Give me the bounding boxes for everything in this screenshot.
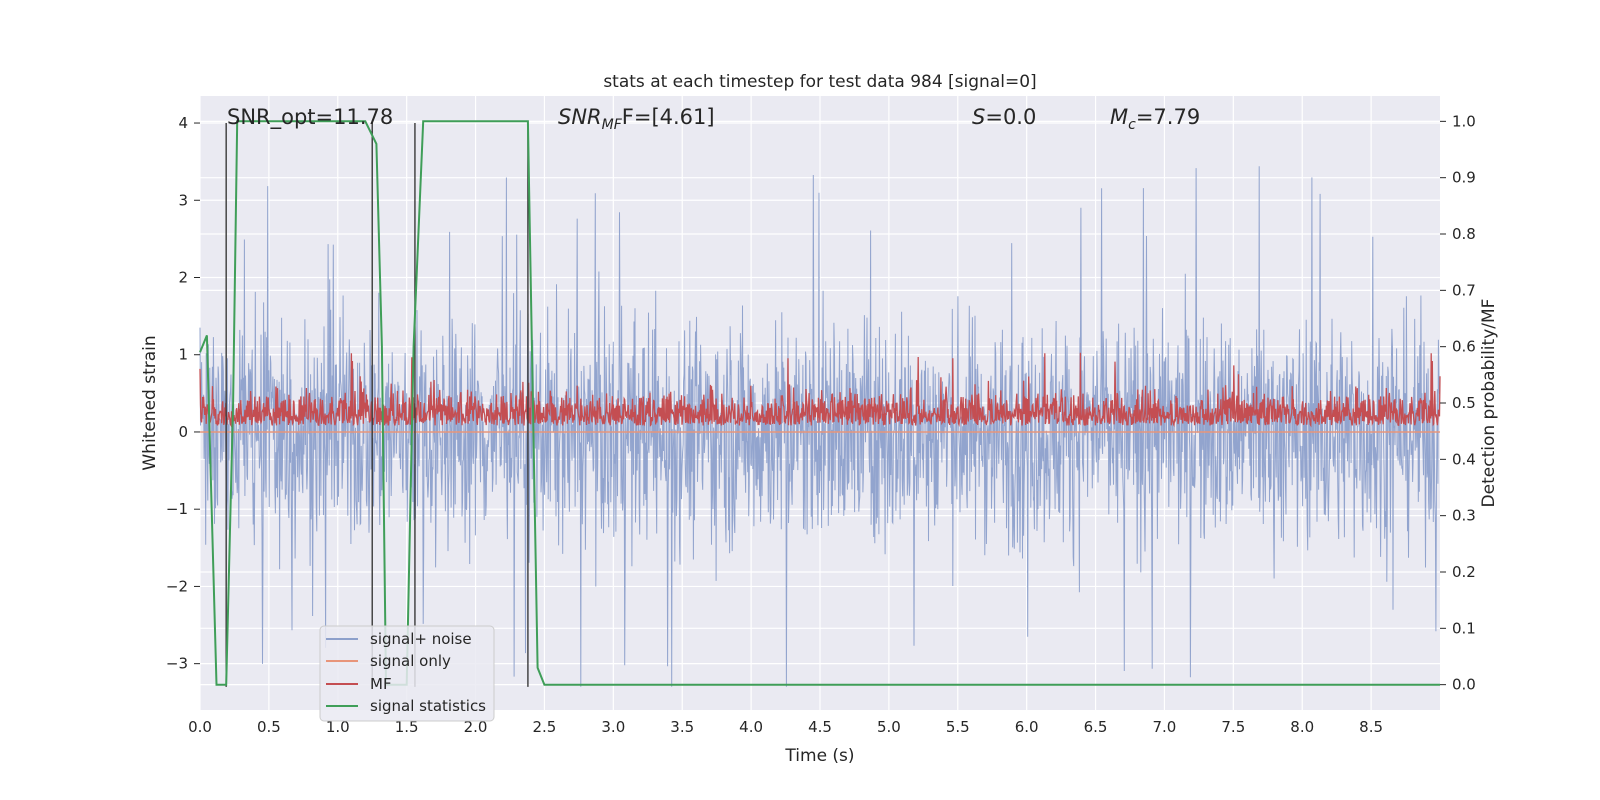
x-axis-label: Time (s) (784, 746, 854, 766)
y-right-tick-label: 0.0 (1452, 676, 1476, 694)
snr-mf-annotation: SNRMFF=[4.61] (558, 105, 715, 133)
mf-series (199, 352, 1441, 428)
y-right-tick-label: 0.8 (1452, 225, 1476, 243)
legend-label-signal-only: signal only (370, 652, 451, 670)
y-right-tick-label: 1.0 (1452, 112, 1476, 130)
legend-label-signal-noise: signal+ noise (370, 630, 472, 648)
snr-mf-subscript: MF (602, 117, 623, 133)
x-tick-label: 2.0 (464, 718, 488, 736)
x-tick-label: 5.0 (877, 718, 901, 736)
y-tick-label: −3 (166, 655, 188, 673)
y-right-tick-label: 0.5 (1452, 394, 1476, 412)
x-tick-label: 1.5 (395, 718, 419, 736)
mf-line (199, 352, 1441, 428)
x-tick-label: 4.5 (808, 718, 832, 736)
signal-noise-line (199, 166, 1441, 687)
legend-label-mf: MF (370, 675, 392, 693)
y-axis-label: Whitened strain (140, 335, 160, 470)
y-axis-label-right: Detection probability/MF (1479, 299, 1499, 508)
legend-label-signal-statistics: signal statistics (370, 697, 486, 715)
y-right-tick-label: 0.2 (1452, 563, 1476, 581)
y-right-tick-label: 0.6 (1452, 338, 1476, 356)
y-right-tick-label: 0.1 (1452, 619, 1476, 637)
legend-box (319, 625, 495, 722)
mc-value: =7.79 (1136, 105, 1200, 129)
mc-subscript: c (1128, 117, 1136, 133)
x-tick-label: 8.0 (1290, 718, 1314, 736)
mc-symbol: M (1110, 105, 1128, 129)
snr-mf-symbol: SNR (558, 105, 602, 129)
s-annotation: S=0.0 (972, 105, 1036, 129)
snr-opt-annotation: SNR_opt=11.78 (227, 105, 393, 130)
vertical-markers (225, 123, 529, 687)
x-tick-label: 2.5 (533, 718, 557, 736)
mc-annotation: Mc=7.79 (1110, 105, 1200, 133)
y-tick-label: 4 (178, 114, 188, 132)
y-tick-label: −1 (166, 500, 188, 518)
y-right-tick-label: 0.4 (1452, 450, 1476, 468)
x-tick-label: 8.5 (1359, 718, 1383, 736)
x-tick-label: 5.5 (946, 718, 970, 736)
x-tick-label: 6.0 (1015, 718, 1039, 736)
y-right-tick-label: 0.3 (1452, 507, 1476, 525)
y-tick-label: 2 (178, 268, 188, 286)
y-tick-label: 3 (178, 191, 188, 209)
x-tick-label: 0.5 (257, 718, 281, 736)
s-value: =0.0 (985, 105, 1036, 129)
x-tick-label: 3.5 (670, 718, 694, 736)
y-tick-label: −2 (166, 577, 188, 595)
x-tick-label: 7.5 (1221, 718, 1245, 736)
snr-mf-value: F=[4.61] (622, 105, 715, 129)
axis-ticks: 0.0 0.5 1.0 1.5 2.0 2.5 3.0 3.5 4.0 4.5 5.0 5.5 6.0 6… (166, 112, 1476, 736)
y-tick-label: 1 (178, 346, 188, 364)
y-right-tick-label: 0.7 (1452, 281, 1476, 299)
signal-noise-series (199, 166, 1441, 687)
legend: signal+ noise signal only MF signal stat… (319, 625, 495, 722)
x-tick-label: 3.0 (601, 718, 625, 736)
x-tick-label: 7.0 (1153, 718, 1177, 736)
x-tick-label: 0.0 (188, 718, 212, 736)
s-symbol: S (972, 105, 985, 129)
y-right-tick-label: 0.9 (1452, 169, 1476, 187)
x-tick-label: 4.0 (739, 718, 763, 736)
y-tick-label: 0 (178, 423, 188, 441)
x-tick-label: 6.5 (1084, 718, 1108, 736)
chart-title: stats at each timestep for test data 984… (603, 72, 1036, 92)
x-tick-label: 1.0 (326, 718, 350, 736)
